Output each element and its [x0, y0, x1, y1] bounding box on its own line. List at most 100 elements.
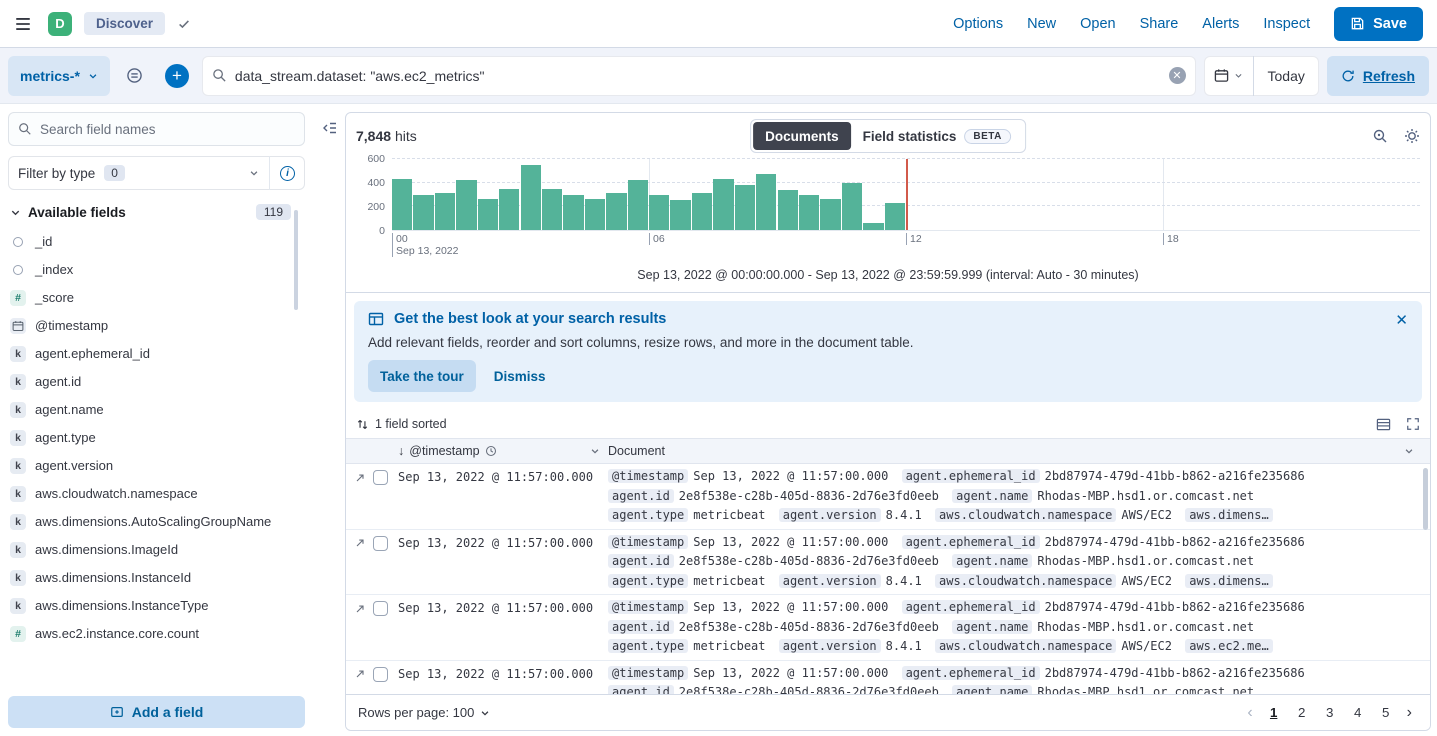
nav-link-options[interactable]: Options [953, 15, 1004, 32]
row-checkbox[interactable] [373, 601, 388, 616]
field-item[interactable]: k aws.cloudwatch.namespace [8, 480, 305, 508]
row-checkbox[interactable] [373, 666, 388, 682]
field-search-input[interactable] [40, 121, 295, 137]
page-4[interactable]: 4 [1345, 700, 1371, 726]
histogram-bar[interactable] [434, 193, 456, 230]
histogram-bar[interactable] [456, 180, 477, 230]
take-tour-button[interactable]: Take the tour [368, 360, 476, 392]
inspect-icon[interactable] [1372, 128, 1388, 144]
histogram-bar[interactable] [541, 188, 563, 230]
field-item[interactable]: k aws.dimensions.ImageId [8, 536, 305, 564]
sort-fields-button[interactable]: 1 field sorted [356, 417, 447, 431]
histogram-bar[interactable] [563, 194, 584, 230]
rows-per-page-button[interactable]: Rows per page: 100 [358, 705, 490, 720]
page-2[interactable]: 2 [1289, 700, 1315, 726]
histogram-bar[interactable] [820, 199, 841, 230]
field-item[interactable]: k agent.version [8, 452, 305, 480]
histogram-bar[interactable] [627, 180, 648, 230]
prev-page-icon[interactable]: ‹ [1241, 704, 1258, 722]
row-checkbox[interactable] [373, 470, 388, 485]
histogram-bar[interactable] [713, 179, 734, 230]
histogram-bar[interactable] [392, 179, 413, 230]
next-page-icon[interactable]: › [1401, 704, 1418, 722]
histogram-bar[interactable] [841, 182, 863, 230]
expand-document-icon[interactable] [354, 668, 366, 680]
filter-by-type-button[interactable]: Filter by type 0 [8, 156, 269, 190]
page-5[interactable]: 5 [1373, 700, 1399, 726]
saved-queries-icon[interactable] [118, 56, 152, 96]
histogram-bar[interactable] [884, 202, 905, 230]
histogram-bar[interactable] [777, 189, 798, 230]
fullscreen-icon[interactable] [1406, 417, 1420, 432]
histogram-bar[interactable] [756, 174, 777, 230]
histogram-bar[interactable] [477, 199, 499, 230]
nav-link-inspect[interactable]: Inspect [1263, 15, 1311, 32]
menu-icon[interactable] [10, 11, 36, 37]
date-picker-button[interactable] [1204, 56, 1253, 96]
field-name-badge: agent.id [608, 554, 674, 568]
histogram-bar[interactable] [798, 194, 820, 230]
nav-link-open[interactable]: Open [1080, 15, 1116, 32]
today-button[interactable]: Today [1254, 56, 1319, 96]
breadcrumb-discover[interactable]: Discover [84, 12, 166, 35]
histogram-bar[interactable] [691, 193, 713, 230]
histogram-bar[interactable] [863, 222, 884, 230]
close-icon[interactable]: ✕ [1395, 312, 1408, 329]
field-item[interactable]: k agent.id [8, 368, 305, 396]
nav-link-share[interactable]: Share [1139, 15, 1179, 32]
refresh-button[interactable]: Refresh [1326, 55, 1429, 96]
column-menu-icon[interactable] [1404, 446, 1414, 456]
save-button[interactable]: Save [1334, 6, 1423, 41]
nav-link-new[interactable]: New [1027, 15, 1057, 32]
column-menu-icon[interactable] [590, 446, 600, 456]
page-3[interactable]: 3 [1317, 700, 1343, 726]
expand-document-icon[interactable] [354, 537, 366, 549]
data-view-picker[interactable]: metrics-* [8, 55, 110, 96]
expand-document-icon[interactable] [354, 472, 366, 484]
available-fields-header[interactable]: Available fields 119 [8, 204, 305, 220]
content-area: Filter by type 0 i Available fields 119 … [0, 104, 1437, 736]
dismiss-button[interactable]: Dismiss [493, 368, 546, 384]
query-input[interactable] [234, 67, 1169, 84]
tab-documents[interactable]: Documents [753, 122, 851, 150]
field-item[interactable]: k aws.dimensions.InstanceType [8, 592, 305, 620]
field-item[interactable]: _index [8, 256, 305, 284]
field-item[interactable]: @timestamp [8, 312, 305, 340]
field-item[interactable]: k aws.dimensions.AutoScalingGroupName [8, 508, 305, 536]
field-item[interactable]: k aws.dimensions.InstanceId [8, 564, 305, 592]
histogram-bar[interactable] [734, 185, 756, 230]
histogram-bar[interactable] [413, 194, 434, 230]
collapse-sidebar-icon[interactable] [321, 120, 337, 136]
histogram-bar[interactable] [499, 188, 520, 230]
clear-query-icon[interactable]: ✕ [1168, 67, 1186, 84]
expand-document-icon[interactable] [354, 603, 366, 615]
nav-link-alerts[interactable]: Alerts [1202, 15, 1240, 32]
field-item[interactable]: k agent.ephemeral_id [8, 340, 305, 368]
histogram-bar[interactable] [520, 164, 541, 230]
add-filter-button[interactable]: + [160, 56, 194, 96]
space-avatar[interactable]: D [48, 11, 72, 36]
field-item[interactable]: k agent.type [8, 424, 305, 452]
add-field-button[interactable]: Add a field [8, 696, 305, 728]
field-item[interactable]: k agent.name [8, 396, 305, 424]
chart-options-gear-icon[interactable] [1404, 128, 1420, 144]
display-options-icon[interactable] [1376, 417, 1391, 432]
histogram-bar[interactable] [584, 199, 606, 230]
field-info-icon[interactable]: i [269, 156, 305, 190]
sidebar-scrollbar-thumb[interactable] [294, 210, 298, 310]
histogram-plot[interactable] [392, 158, 1420, 231]
field-item[interactable]: # _score [8, 284, 305, 312]
column-header-timestamp[interactable]: ↓ @timestamp [398, 444, 608, 458]
column-header-document[interactable]: Document [608, 444, 1430, 458]
field-item[interactable]: _id [8, 228, 305, 256]
field-name-badge: agent.ephemeral_id [901, 665, 1040, 680]
grid-scrollbar-thumb[interactable] [1423, 468, 1428, 530]
chevron-down-icon [88, 71, 98, 81]
field-item[interactable]: # aws.ec2.instance.core.count [8, 620, 305, 648]
histogram-bar[interactable] [606, 193, 627, 230]
tab-field-statistics[interactable]: Field statistics BETA [851, 122, 1023, 150]
row-checkbox[interactable] [373, 535, 388, 551]
histogram-bar[interactable] [649, 194, 670, 230]
histogram-bar[interactable] [670, 199, 691, 230]
page-1[interactable]: 1 [1261, 700, 1287, 726]
